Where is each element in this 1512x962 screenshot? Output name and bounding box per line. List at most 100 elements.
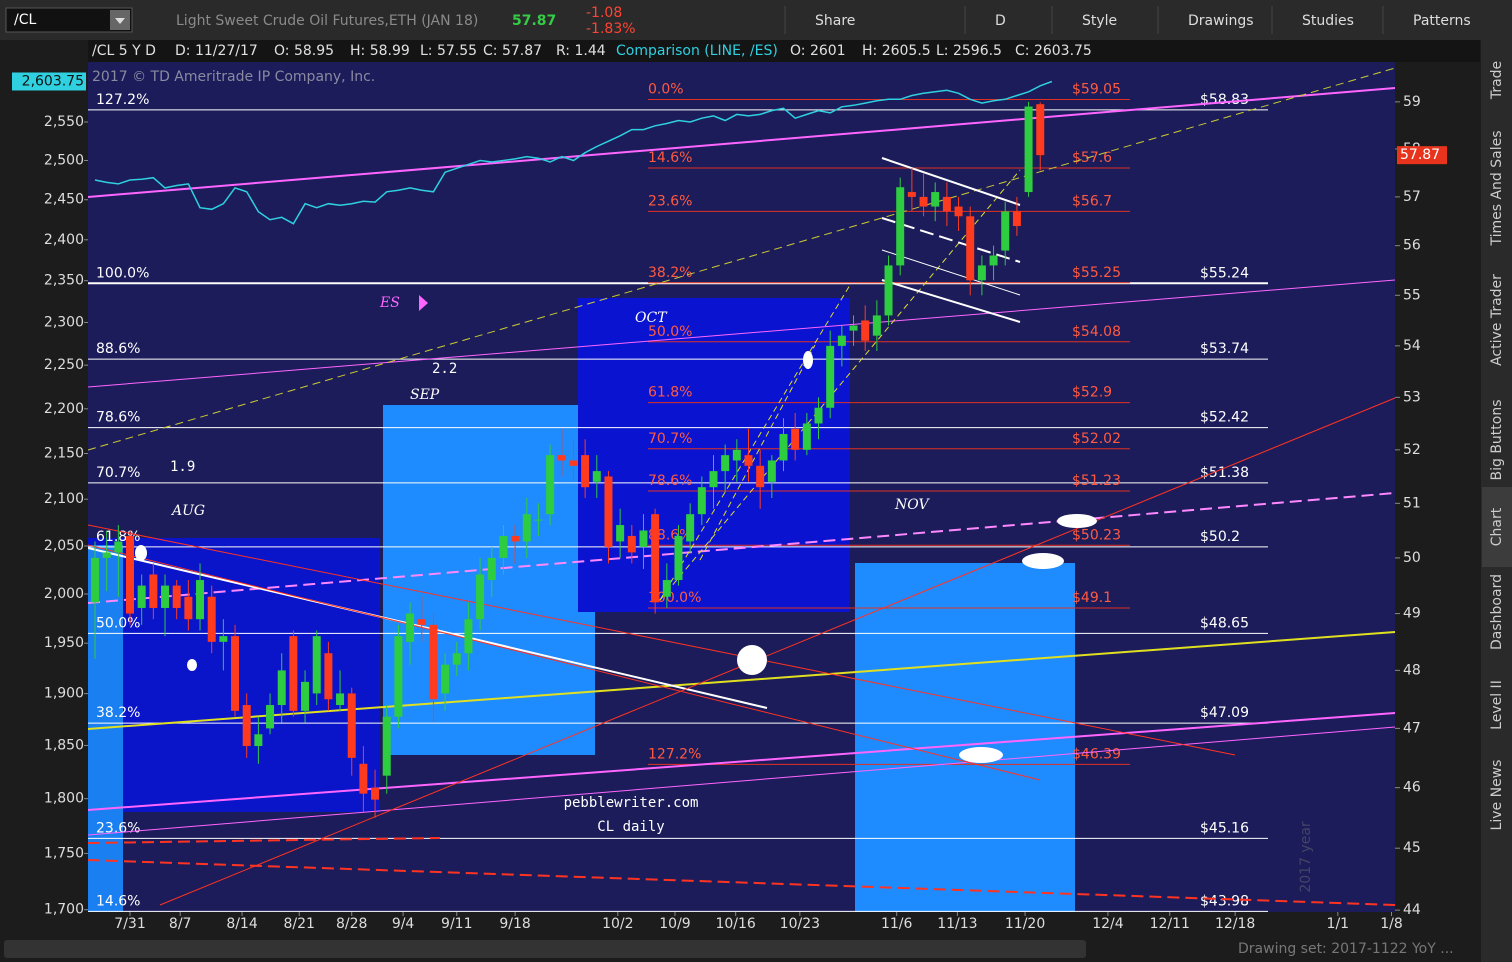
candle-body [1001, 211, 1010, 251]
candle-body [522, 514, 531, 542]
scrollbar[interactable] [4, 940, 1086, 958]
zoom-controls[interactable] [1090, 941, 1230, 957]
candle-body [826, 345, 835, 408]
y2-tick-label: 2,250 [44, 357, 84, 373]
y2-tick-label: 2,500 [44, 152, 84, 168]
last-price: 57.87 [512, 13, 556, 29]
fib-pct: 70.7% [96, 465, 140, 481]
annotation: 2.2 [432, 361, 457, 377]
sidebar-tab[interactable]: Trade [1489, 61, 1505, 100]
y2-tick-label: 2,300 [44, 314, 84, 330]
trendline [659, 284, 851, 601]
x-tick-label: 8/28 [336, 916, 367, 932]
candle-body [499, 535, 508, 558]
fib-pct: 14.6% [648, 150, 692, 166]
period-boxes [88, 298, 1075, 912]
sidebar-tab[interactable]: Dashboard [1489, 574, 1505, 650]
sidebar [1481, 0, 1512, 962]
x-tick-label: 11/6 [881, 916, 913, 932]
trendlines [87, 67, 1396, 906]
x-tick-label: 10/2 [602, 916, 633, 932]
es-price-tag [12, 72, 86, 91]
fib-price: $45.16 [1200, 820, 1249, 836]
header-item: /CL 5 Y D [92, 43, 156, 59]
trendline [87, 524, 1236, 756]
y-tick-label: 59 [1403, 94, 1421, 110]
y2-tick-label: 2,350 [44, 273, 84, 289]
description: Light Sweet Crude Oil Futures,ETH (JAN 1… [176, 13, 478, 29]
candle-body [989, 255, 998, 266]
candle-body [137, 585, 146, 608]
sidebar-tab[interactable]: Active Trader [1489, 274, 1505, 366]
toolbar-button[interactable]: Patterns [1413, 13, 1471, 29]
candle-body [441, 664, 450, 694]
annotation: pebblewriter.com [564, 795, 699, 811]
toolbar-button[interactable]: Style [1082, 13, 1117, 29]
toolbar-button[interactable]: Studies [1302, 13, 1354, 29]
sidebar-tab[interactable]: Level II [1489, 680, 1505, 730]
sidebar-tab[interactable]: Live News [1489, 760, 1505, 831]
y-tick-label: 53 [1403, 389, 1421, 405]
candle-body [406, 613, 415, 642]
y2-tick-label: 2,050 [44, 538, 84, 554]
y-tick-label: 47 [1403, 720, 1421, 736]
toolbar-button[interactable]: D [995, 13, 1006, 29]
fib-price: $52.42 [1200, 410, 1249, 426]
x-tick-label: 9/11 [441, 916, 472, 932]
candle-body [954, 206, 963, 217]
toolbar-button[interactable]: Drawings [1188, 13, 1254, 29]
fib-price: $53.74 [1200, 341, 1249, 357]
y-tick-label: 48 [1403, 662, 1421, 678]
candle-body [977, 265, 986, 281]
candle-body [814, 407, 823, 424]
candle-body [709, 471, 718, 488]
trendline [87, 547, 768, 709]
y-tick-label: 55 [1403, 287, 1421, 303]
x-tick-label: 11/13 [937, 916, 977, 932]
fib-pct: 23.6% [96, 820, 140, 836]
candle-body [417, 619, 426, 625]
sidebar-tab[interactable]: Chart [1489, 507, 1505, 546]
y-tick-label: 44 [1403, 902, 1421, 918]
comparison-line [94, 80, 1053, 225]
candle-body [942, 196, 951, 212]
sidebar-tab[interactable]: Big Buttons [1489, 399, 1505, 480]
candle-body [161, 585, 170, 608]
y-tick-label: 46 [1403, 780, 1421, 796]
candle-body [639, 530, 648, 547]
annotation: 1.9 [170, 459, 195, 475]
y2-tick-label: 1,850 [44, 737, 84, 753]
candle-body [336, 693, 345, 706]
candle-body [779, 433, 788, 461]
marker [135, 545, 147, 561]
fib-price: $50.2 [1200, 529, 1240, 545]
toolbar-button[interactable]: Share [815, 13, 855, 29]
marker [1057, 514, 1097, 528]
candle-body [231, 636, 240, 711]
header: /CL 5 Y D D: 11/27/17 O: 58.95 H: 58.99 L: 5… [92, 43, 1092, 59]
x-axis [0, 912, 1481, 936]
axes: 444546474849505152535455565758591,7001,7… [12, 72, 1447, 932]
candle-body [91, 557, 100, 603]
candle-body [931, 192, 940, 207]
fib-price: $55.24 [1200, 265, 1249, 281]
y2-tick-label: 1,750 [44, 845, 84, 861]
candle-body [627, 535, 636, 553]
candle-body [721, 455, 730, 472]
candle-body [872, 315, 881, 336]
candle-body [114, 541, 123, 553]
annotation-arrow [419, 295, 428, 311]
dropdown-arrow [115, 18, 125, 24]
candle-body [184, 596, 193, 620]
sidebar-tab[interactable]: Times And Sales [1489, 130, 1505, 246]
price-plot [91, 80, 1053, 818]
fib-price: $50.23 [1072, 527, 1121, 543]
candle-body [277, 670, 286, 706]
drawing-set[interactable]: Drawing set: 2017-1122 YoY ... [1238, 941, 1454, 957]
comparison-label: Comparison (LINE, /ES) [616, 43, 778, 59]
x-tick-label: 12/4 [1092, 916, 1124, 932]
trendline [87, 279, 1396, 388]
candle-body [604, 476, 613, 547]
